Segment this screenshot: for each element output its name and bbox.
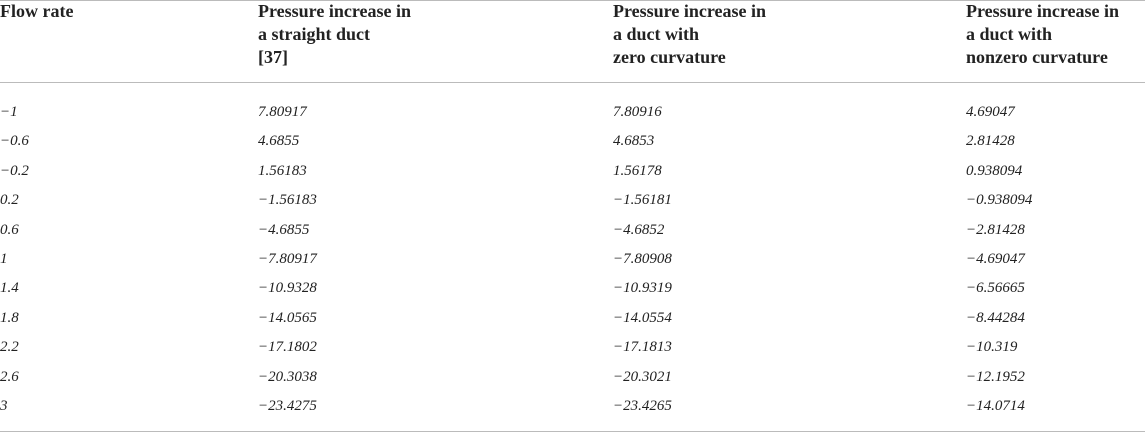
- column-header: nonzero curvature: [966, 47, 1108, 67]
- table-cell: −4.69047: [966, 251, 1025, 267]
- table-cell: −6.56665: [966, 280, 1025, 297]
- column-header: zero curvature: [613, 47, 726, 67]
- table-cell: −10.9328: [258, 280, 317, 297]
- table-cell: 4.69047: [966, 104, 1015, 120]
- table-cell: 7.80916: [613, 104, 662, 120]
- table-cell: 1.56178: [613, 162, 662, 179]
- table-cell: −17.1813: [613, 339, 672, 356]
- table-cell: −20.3021: [613, 368, 672, 385]
- table-cell: −10.319: [966, 339, 1018, 356]
- column-header: a duct with: [613, 24, 700, 44]
- bottom-rule: [0, 431, 1145, 432]
- table-cell: −17.1802: [258, 339, 317, 356]
- table-cell: −0.2: [0, 162, 29, 179]
- table-cell: −1.56181: [613, 192, 672, 209]
- top-rule: [0, 0, 1145, 1]
- column-header: Pressure increase in: [613, 1, 766, 21]
- table-cell: 1: [0, 251, 8, 267]
- column-header: a straight duct: [258, 24, 370, 44]
- table-cell: −23.4275: [258, 398, 317, 414]
- column-header: Pressure increase in: [258, 1, 411, 21]
- table-cell: −23.4265: [613, 398, 672, 414]
- table-cell: 2.81428: [966, 133, 1015, 150]
- table-cell: −12.1952: [966, 368, 1025, 385]
- column-header: Flow rate: [0, 1, 74, 21]
- table-cell: 0.6: [0, 221, 19, 238]
- table-cell: −8.44284: [966, 309, 1025, 326]
- table-cell: 4.6853: [613, 133, 655, 150]
- column-header: [37]: [258, 47, 288, 67]
- table-cell: −2.81428: [966, 221, 1025, 238]
- table-cell: −1: [0, 104, 18, 120]
- column-header: a duct with: [966, 24, 1053, 44]
- table-cell: 2.2: [0, 339, 19, 356]
- table-cell: 1.4: [0, 280, 19, 297]
- table-cell: 3: [0, 398, 8, 414]
- table-cell: 2.6: [0, 368, 19, 385]
- table-cell: −1.56183: [258, 192, 317, 209]
- table-cell: 0.938094: [966, 162, 1023, 179]
- table-cell: −14.0565: [258, 309, 317, 326]
- table-cell: −7.80917: [258, 251, 317, 267]
- table-cell: −14.0554: [613, 309, 672, 326]
- table-cell: −4.6852: [613, 221, 665, 238]
- table-cell: 7.80917: [258, 104, 307, 120]
- table-cell: −4.6855: [258, 221, 310, 238]
- header-rule: [0, 82, 1145, 83]
- table-cell: −0.938094: [966, 192, 1033, 209]
- table-cell: −0.6: [0, 133, 29, 150]
- table-cell: −10.9319: [613, 280, 672, 297]
- table-cell: 0.2: [0, 192, 19, 209]
- table-cell: 4.6855: [258, 133, 300, 150]
- table-cell: −7.80908: [613, 251, 672, 267]
- column-header: Pressure increase in: [966, 1, 1119, 21]
- table-cell: −14.0714: [966, 398, 1025, 414]
- table-cell: 1.56183: [258, 162, 307, 179]
- table-cell: −20.3038: [258, 368, 317, 385]
- table-cell: 1.8: [0, 309, 19, 326]
